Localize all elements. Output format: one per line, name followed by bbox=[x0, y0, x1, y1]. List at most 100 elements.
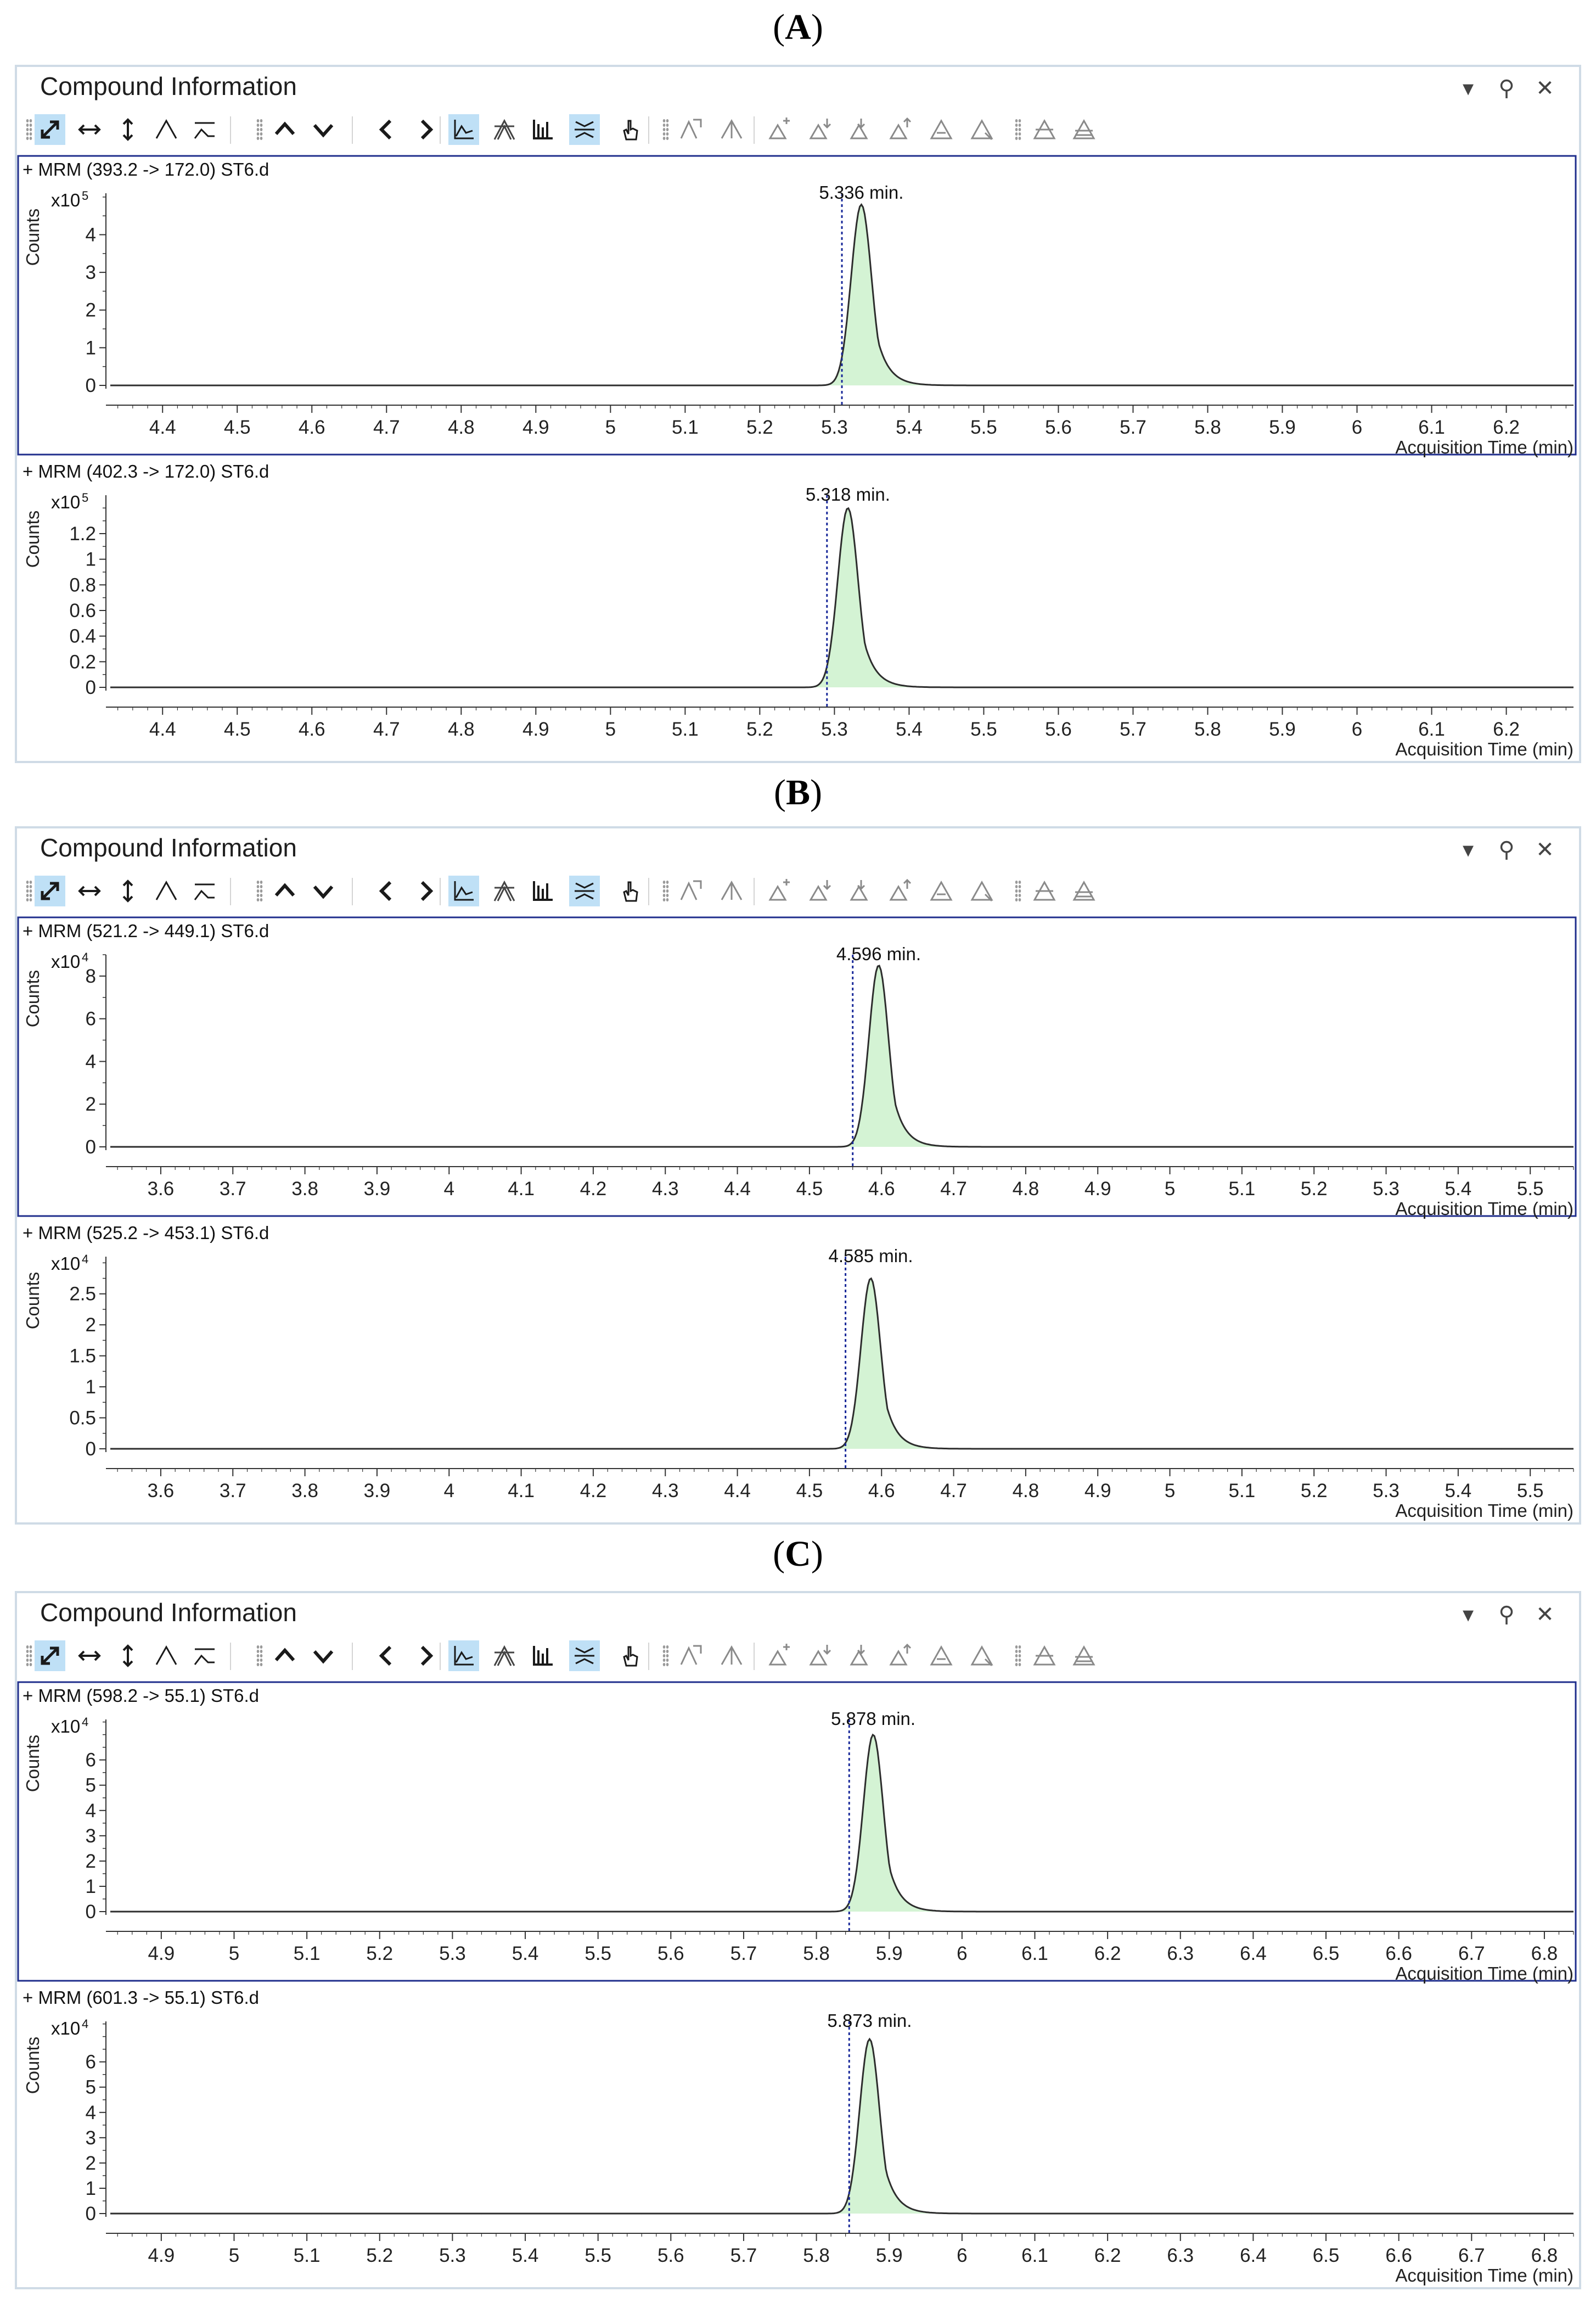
down-arrow-icon[interactable] bbox=[308, 114, 339, 145]
overlay-peaks-icon[interactable] bbox=[489, 876, 520, 906]
toolbar-grip[interactable] bbox=[26, 119, 32, 141]
reject-peak-icon[interactable] bbox=[966, 114, 997, 145]
previous-icon[interactable] bbox=[370, 114, 401, 145]
autoscale-icon[interactable] bbox=[35, 876, 65, 906]
peak-edit-icon[interactable] bbox=[676, 114, 706, 145]
previous-icon[interactable] bbox=[370, 876, 401, 906]
reject-peak-icon[interactable] bbox=[966, 876, 997, 906]
peak-icon[interactable] bbox=[151, 114, 182, 145]
baseline-icon[interactable] bbox=[189, 876, 220, 906]
dropdown-icon[interactable]: ▾ bbox=[1462, 1603, 1474, 1627]
add-peak-2-icon[interactable] bbox=[805, 876, 836, 906]
down-arrow-icon[interactable] bbox=[308, 876, 339, 906]
autoscale-icon[interactable] bbox=[35, 114, 65, 145]
integrate-icon[interactable] bbox=[569, 876, 600, 906]
peak-edit-icon[interactable] bbox=[676, 876, 706, 906]
vertical-zoom-icon[interactable] bbox=[113, 114, 143, 145]
peak-split-icon[interactable] bbox=[716, 876, 747, 906]
overlay-peaks-icon[interactable] bbox=[489, 114, 520, 145]
up-arrow-icon[interactable] bbox=[269, 114, 300, 145]
pin-icon[interactable]: ⚲ bbox=[1498, 1603, 1515, 1627]
previous-icon[interactable] bbox=[370, 1640, 401, 1671]
bar-chart-icon[interactable] bbox=[527, 114, 558, 145]
toolbar-grip[interactable] bbox=[662, 880, 669, 902]
next-icon[interactable] bbox=[411, 114, 442, 145]
horizontal-zoom-icon[interactable] bbox=[74, 876, 105, 906]
toolbar-grip[interactable] bbox=[1015, 119, 1021, 141]
manual-integrate-icon[interactable] bbox=[1029, 114, 1060, 145]
y-multiplier: x10 bbox=[51, 190, 80, 210]
line-chart-icon[interactable] bbox=[448, 1640, 479, 1671]
next-icon[interactable] bbox=[411, 1640, 442, 1671]
reject-peak-icon[interactable] bbox=[966, 1640, 997, 1671]
autoscale-icon[interactable] bbox=[35, 1640, 65, 1671]
peak-icon[interactable] bbox=[151, 1640, 182, 1671]
add-peak-icon[interactable] bbox=[765, 876, 795, 906]
peak-edit-icon[interactable] bbox=[676, 1640, 706, 1671]
add-peak-2-icon[interactable] bbox=[805, 114, 836, 145]
baseline-icon[interactable] bbox=[189, 1640, 220, 1671]
drop-peak-icon[interactable] bbox=[926, 1640, 957, 1671]
pin-icon[interactable]: ⚲ bbox=[1498, 76, 1515, 100]
panel-title: Compound Information bbox=[40, 72, 297, 100]
toolbar-grip[interactable] bbox=[256, 1645, 263, 1667]
horizontal-zoom-icon[interactable] bbox=[74, 114, 105, 145]
vertical-zoom-icon[interactable] bbox=[113, 876, 143, 906]
peak-icon[interactable] bbox=[151, 876, 182, 906]
close-icon[interactable]: ✕ bbox=[1536, 76, 1554, 100]
merge-peak-icon[interactable] bbox=[846, 114, 876, 145]
toolbar-grip[interactable] bbox=[256, 880, 263, 902]
line-chart-icon[interactable] bbox=[448, 876, 479, 906]
x-tick-label: 6.3 bbox=[1167, 1943, 1194, 1964]
clear-integration-icon[interactable] bbox=[1069, 1640, 1099, 1671]
hand-pointer-icon[interactable] bbox=[614, 1640, 645, 1671]
drop-peak-icon[interactable] bbox=[926, 114, 957, 145]
y-tick-label: 4 bbox=[86, 2102, 96, 2124]
merge-peak-icon[interactable] bbox=[846, 1640, 876, 1671]
clear-integration-icon[interactable] bbox=[1069, 114, 1099, 145]
toolbar-grip[interactable] bbox=[1015, 880, 1021, 902]
line-chart-icon[interactable] bbox=[448, 114, 479, 145]
dropdown-icon[interactable]: ▾ bbox=[1462, 838, 1474, 862]
merge-peak-icon[interactable] bbox=[846, 876, 876, 906]
vertical-zoom-icon[interactable] bbox=[113, 1640, 143, 1671]
close-icon[interactable]: ✕ bbox=[1536, 1603, 1554, 1627]
merge-peak-2-icon[interactable] bbox=[885, 1640, 916, 1671]
toolbar-grip[interactable] bbox=[26, 1645, 32, 1667]
toolbar-grip[interactable] bbox=[662, 119, 669, 141]
horizontal-zoom-icon[interactable] bbox=[74, 1640, 105, 1671]
bar-chart-icon[interactable] bbox=[527, 1640, 558, 1671]
manual-integrate-icon[interactable] bbox=[1029, 876, 1060, 906]
integrate-icon[interactable] bbox=[569, 114, 600, 145]
drop-peak-icon[interactable] bbox=[926, 876, 957, 906]
overlay-peaks-icon[interactable] bbox=[489, 1640, 520, 1671]
x-tick-label: 6.3 bbox=[1167, 2245, 1194, 2266]
up-arrow-icon[interactable] bbox=[269, 1640, 300, 1671]
add-peak-2-icon[interactable] bbox=[805, 1640, 836, 1671]
add-peak-icon[interactable] bbox=[765, 114, 795, 145]
pin-icon[interactable]: ⚲ bbox=[1498, 838, 1515, 862]
baseline-icon[interactable] bbox=[189, 114, 220, 145]
bar-chart-icon[interactable] bbox=[527, 876, 558, 906]
up-arrow-icon[interactable] bbox=[269, 876, 300, 906]
toolbar-grip[interactable] bbox=[662, 1645, 669, 1667]
down-arrow-icon[interactable] bbox=[308, 1640, 339, 1671]
close-icon[interactable]: ✕ bbox=[1536, 838, 1554, 862]
toolbar-grip[interactable] bbox=[26, 880, 32, 902]
peak-split-icon[interactable] bbox=[716, 114, 747, 145]
x-tick-label: 5.5 bbox=[1517, 1480, 1544, 1502]
next-icon[interactable] bbox=[411, 876, 442, 906]
merge-peak-2-icon[interactable] bbox=[885, 876, 916, 906]
manual-integrate-icon[interactable] bbox=[1029, 1640, 1060, 1671]
dropdown-icon[interactable]: ▾ bbox=[1462, 76, 1474, 100]
hand-pointer-icon[interactable] bbox=[614, 114, 645, 145]
integrate-icon[interactable] bbox=[569, 1640, 600, 1671]
merge-peak-2-icon[interactable] bbox=[885, 114, 916, 145]
toolbar-grip[interactable] bbox=[1015, 1645, 1021, 1667]
add-peak-icon[interactable] bbox=[765, 1640, 795, 1671]
x-tick-label: 5.7 bbox=[730, 2245, 757, 2266]
toolbar-grip[interactable] bbox=[256, 119, 263, 141]
hand-pointer-icon[interactable] bbox=[614, 876, 645, 906]
clear-integration-icon[interactable] bbox=[1069, 876, 1099, 906]
peak-split-icon[interactable] bbox=[716, 1640, 747, 1671]
